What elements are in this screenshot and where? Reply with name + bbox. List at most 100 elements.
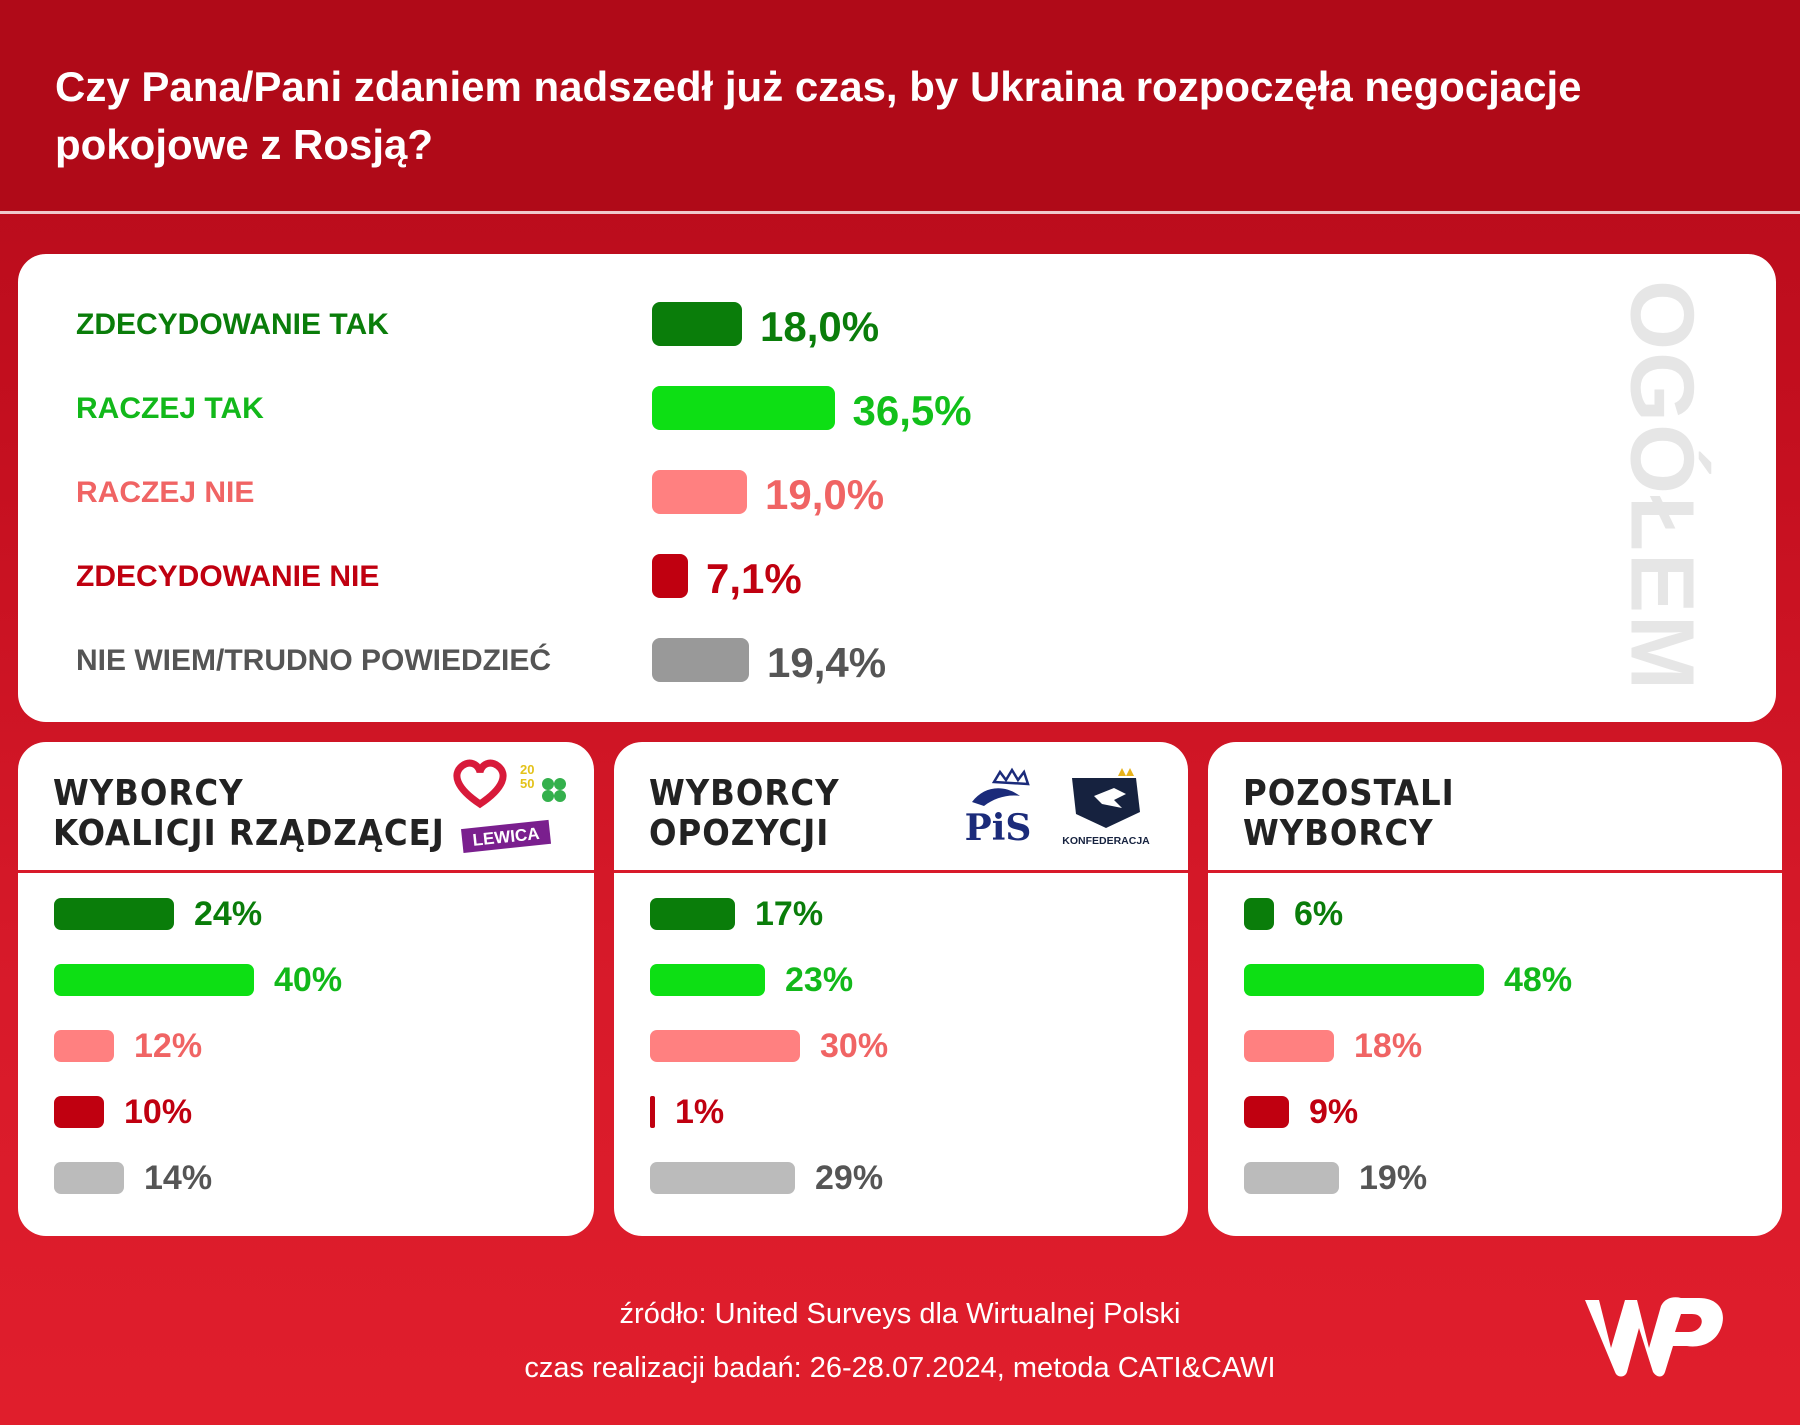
group-title-line2: WYBORCY [1243,813,1434,854]
group-bar [650,1030,800,1062]
group-bar-value: 19% [1359,1159,1428,1197]
group-bar-value: 48% [1504,961,1573,999]
group-bar-value: 12% [134,1027,203,1065]
group-bar-value: 18% [1354,1027,1423,1065]
group-bar [54,1030,114,1062]
group-bar [54,898,174,930]
overall-bar [652,386,835,430]
coalition-party-logos: 20 50 LEWICA [453,759,566,853]
overall-bar [652,554,688,598]
svg-text:KONFEDERACJA: KONFEDERACJA [1062,835,1150,847]
group-bar-value: 29% [815,1159,884,1197]
group-row: 48% [1208,960,1782,1000]
overall-bar [652,302,742,346]
group-row: 30% [614,1026,1188,1066]
group-bar [1244,898,1274,930]
pis-logo-icon: PiS [965,767,1032,849]
overall-row: RACZEJ NIE 19,0% [18,468,1776,518]
group-bar-value: 40% [274,961,343,999]
group-row: 14% [18,1158,594,1198]
group-bar [1244,964,1484,996]
overall-row-label: NIE WIEM/TRUDNO POWIEDZIEĆ [76,644,551,677]
footer-method: czas realizacji badań: 26-28.07.2024, me… [524,1352,1276,1384]
group-bar [1244,1162,1339,1194]
group-row: 6% [1208,894,1782,934]
group-bar-value: 24% [194,895,263,933]
group-bar [1244,1030,1334,1062]
group-row: 19% [1208,1158,1782,1198]
overall-row: NIE WIEM/TRUDNO POWIEDZIEĆ 19,4% [18,636,1776,686]
group-row: 10% [18,1092,594,1132]
header-divider [0,211,1800,214]
group-row: 18% [1208,1026,1782,1066]
overall-side-label-text: OGÓŁEM [1611,280,1712,692]
clover-icon [542,778,566,802]
group-row: 17% [614,894,1188,934]
overall-bar-value: 7,1% [706,555,802,602]
group-bar-value: 1% [675,1093,725,1131]
overall-row: RACZEJ TAK 36,5% [18,384,1776,434]
group-bar [650,898,735,930]
group-bar [650,1162,795,1194]
group-title-line1: WYBORCY [649,773,840,814]
overall-card: ZDECYDOWANIE TAK 18,0% RACZEJ TAK 36,5% RACZ… [18,254,1776,722]
group-row: 40% [18,960,594,1000]
group-title: POZOSTALI WYBORCY [1243,774,1455,854]
overall-row: ZDECYDOWANIE TAK 18,0% [18,300,1776,350]
group-bar [54,1096,104,1128]
group-bar [1244,1096,1289,1128]
group-bar-value: 23% [785,961,854,999]
group-row: 9% [1208,1092,1782,1132]
overall-row-label: ZDECYDOWANIE TAK [76,308,389,341]
group-row: 12% [18,1026,594,1066]
group-bar [54,1162,124,1194]
overall-bar-value: 19,0% [765,471,885,518]
footer-source: źródło: United Surveys dla Wirtualnej Po… [619,1298,1181,1330]
group-bar-value: 14% [144,1159,213,1197]
group-title-line2: KOALICJI RZĄDZĄCEJ [53,813,445,854]
group-row: 24% [18,894,594,934]
lewica-logo-icon: LEWICA [461,819,552,853]
heart-logo-icon [453,759,507,809]
group-bar-value: 6% [1294,895,1344,933]
overall-bar [652,470,747,514]
group-title: WYBORCY OPOZYCJI [649,774,840,854]
group-bar [650,964,765,996]
opposition-party-logos: PiS KONFEDERACJA [965,767,1150,849]
svg-text:PiS: PiS [965,807,1032,849]
group-title-line2: OPOZYCJI [649,813,830,854]
group-row: 23% [614,960,1188,1000]
group-bar-value: 10% [124,1093,193,1131]
opposition-voters-card: WYBORCY OPOZYCJI PiS KONFEDERACJA 17% 23%… [614,742,1188,1236]
coalition-voters-card: WYBORCY KOALICJI RZĄDZĄCEJ 20 50 LEWICA … [18,742,594,1236]
overall-row: ZDECYDOWANIE NIE 7,1% [18,552,1776,602]
group-divider [18,870,594,873]
overall-row-label: RACZEJ TAK [76,392,264,425]
overall-row-label: ZDECYDOWANIE NIE [76,560,380,593]
wp-logo-icon [1585,1297,1723,1377]
overall-bar [652,638,749,682]
header [0,0,1800,212]
logo-2050-icon: 20 [520,762,534,777]
overall-bar-value: 36,5% [852,387,972,434]
group-bar [650,1096,655,1128]
group-row: 29% [614,1158,1188,1198]
konfederacja-logo-icon: KONFEDERACJA [1062,768,1150,847]
group-title: WYBORCY KOALICJI RZĄDZĄCEJ [53,774,445,854]
overall-bar-value: 18,0% [760,303,880,350]
group-bar-value: 9% [1309,1093,1359,1131]
group-bar-value: 17% [755,895,824,933]
group-title-line1: POZOSTALI [1243,773,1455,814]
page-title: Czy Pana/Pani zdaniem nadszedł już czas,… [55,63,1582,168]
overall-row-label: RACZEJ NIE [76,476,255,509]
other-voters-card: POZOSTALI WYBORCY 6% 48% 18% 9% 19% [1208,742,1782,1236]
overall-side-label: OGÓŁEM [1606,280,1716,692]
group-bar-value: 30% [820,1027,889,1065]
group-divider [1208,870,1782,873]
group-row: 1% [614,1092,1188,1132]
group-divider [614,870,1188,873]
group-bar [54,964,254,996]
overall-bar-value: 19,4% [767,639,887,686]
group-title-line1: WYBORCY [53,773,244,814]
logo-2050-icon-2: 50 [520,776,534,791]
